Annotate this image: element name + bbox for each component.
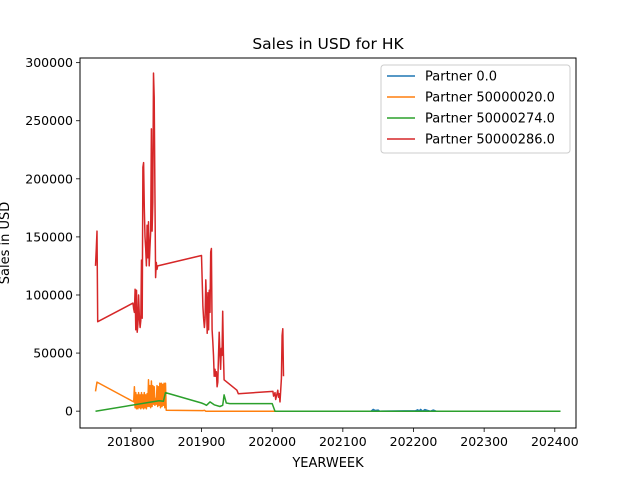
x-tick-label: 202200 <box>390 434 438 449</box>
y-tick-label: 150000 <box>25 229 73 244</box>
y-tick-label: 50000 <box>33 346 73 361</box>
y-axis-ticks: 0 50000 100000 150000 200000 250000 300000 <box>25 55 80 419</box>
legend-label-3: Partner 50000274.0 <box>425 112 555 127</box>
x-tick-label: 201900 <box>178 434 226 449</box>
x-tick-label: 202400 <box>531 434 579 449</box>
y-tick-label: 250000 <box>25 113 73 128</box>
x-tick-label: 202000 <box>248 434 296 449</box>
legend-box <box>380 64 571 154</box>
x-tick-label: 201800 <box>107 434 155 449</box>
axes-frame <box>79 57 577 429</box>
x-axis-ticks: 201800 201900 202000 202100 202200 202300 2024… <box>107 428 579 449</box>
legend: Partner 0.0 Partner 50000020.0 Partner 500… <box>380 64 571 154</box>
series-line-3 <box>95 391 561 412</box>
y-tick-label: 300000 <box>25 55 73 70</box>
x-axis-label: YEARWEEK <box>291 456 364 471</box>
y-tick-label: 0 <box>65 404 73 419</box>
y-axis-label: Sales in USD <box>0 202 13 285</box>
chart-title: Sales in USD for HK <box>252 35 404 53</box>
y-tick-label: 200000 <box>25 171 73 186</box>
x-tick-label: 202100 <box>319 434 367 449</box>
series-lines <box>94 72 561 412</box>
series-line-4 <box>94 72 285 403</box>
legend-label-2: Partner 50000020.0 <box>425 91 555 106</box>
legend-items: Partner 0.0 Partner 50000020.0 Partner 500… <box>387 70 555 148</box>
legend-label-4: Partner 50000286.0 <box>425 133 555 148</box>
x-tick-label: 202300 <box>460 434 508 449</box>
legend-label-1: Partner 0.0 <box>425 70 497 85</box>
y-tick-label: 100000 <box>25 287 73 302</box>
